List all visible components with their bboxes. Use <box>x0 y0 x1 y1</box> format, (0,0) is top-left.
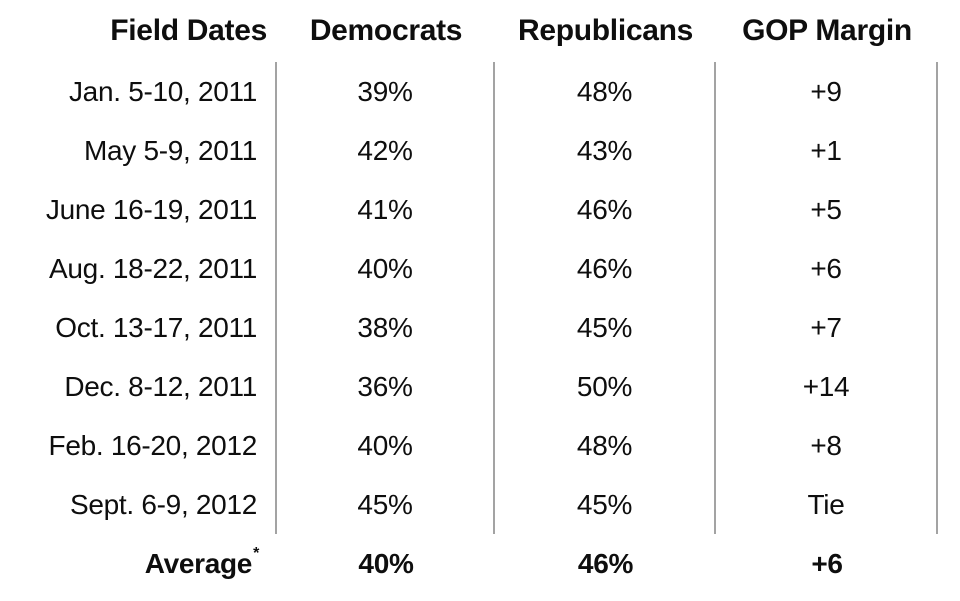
table-row: May 5-9, 2011 42% 43% +1 <box>0 121 938 180</box>
republicans-cell: 46% <box>495 180 716 239</box>
table-row: Dec. 8-12, 2011 36% 50% +14 <box>0 357 938 416</box>
field-dates-cell: May 5-9, 2011 <box>0 121 277 180</box>
average-label-cell: Average * <box>0 534 277 601</box>
table-row: June 16-19, 2011 41% 46% +5 <box>0 180 938 239</box>
democrats-cell: 40% <box>277 416 495 475</box>
table-row: Feb. 16-20, 2012 40% 48% +8 <box>0 416 938 475</box>
table-row: Oct. 13-17, 2011 38% 45% +7 <box>0 298 938 357</box>
field-dates-cell: Aug. 18-22, 2011 <box>0 239 277 298</box>
table-row: Aug. 18-22, 2011 40% 46% +6 <box>0 239 938 298</box>
republicans-cell: 46% <box>495 239 716 298</box>
democrats-cell: 38% <box>277 298 495 357</box>
table-row: Sept. 6-9, 2012 45% 45% Tie <box>0 475 938 534</box>
gop-margin-cell: +14 <box>716 357 938 416</box>
gop-margin-cell: Tie <box>716 475 938 534</box>
average-footnote-marker: * <box>253 545 259 562</box>
republicans-cell: 45% <box>495 475 716 534</box>
table-average-row: Average * 40% 46% +6 <box>0 534 938 601</box>
column-header-field-dates: Field Dates <box>110 14 267 47</box>
gop-margin-cell: +9 <box>716 62 938 121</box>
field-dates-cell: Sept. 6-9, 2012 <box>0 475 277 534</box>
field-dates-cell: Jan. 5-10, 2011 <box>0 62 277 121</box>
democrats-cell: 41% <box>277 180 495 239</box>
column-header-republicans: Republicans <box>517 14 694 47</box>
average-republicans-cell: 46% <box>577 548 634 579</box>
republicans-cell: 45% <box>495 298 716 357</box>
democrats-cell: 45% <box>277 475 495 534</box>
field-dates-cell: June 16-19, 2011 <box>0 180 277 239</box>
table-row: Jan. 5-10, 2011 39% 48% +9 <box>0 62 938 121</box>
average-label: Average <box>144 548 253 579</box>
republicans-cell: 43% <box>495 121 716 180</box>
gop-margin-cell: +6 <box>716 239 938 298</box>
democrats-cell: 39% <box>277 62 495 121</box>
gop-margin-cell: +5 <box>716 180 938 239</box>
gop-margin-cell: +8 <box>716 416 938 475</box>
field-dates-cell: Feb. 16-20, 2012 <box>0 416 277 475</box>
field-dates-cell: Oct. 13-17, 2011 <box>0 298 277 357</box>
republicans-cell: 48% <box>495 416 716 475</box>
democrats-cell: 42% <box>277 121 495 180</box>
column-header-democrats: Democrats <box>309 14 463 47</box>
republicans-cell: 50% <box>495 357 716 416</box>
democrats-cell: 36% <box>277 357 495 416</box>
democrats-cell: 40% <box>277 239 495 298</box>
gop-margin-cell: +7 <box>716 298 938 357</box>
average-democrats-cell: 40% <box>358 548 414 579</box>
gop-margin-cell: +1 <box>716 121 938 180</box>
column-header-gop-margin: GOP Margin <box>742 14 912 47</box>
field-dates-cell: Dec. 8-12, 2011 <box>0 357 277 416</box>
table-header-row: Field Dates Democrats Republicans GOP Ma… <box>0 0 938 62</box>
republicans-cell: 48% <box>495 62 716 121</box>
average-gop-margin-cell: +6 <box>811 548 843 579</box>
